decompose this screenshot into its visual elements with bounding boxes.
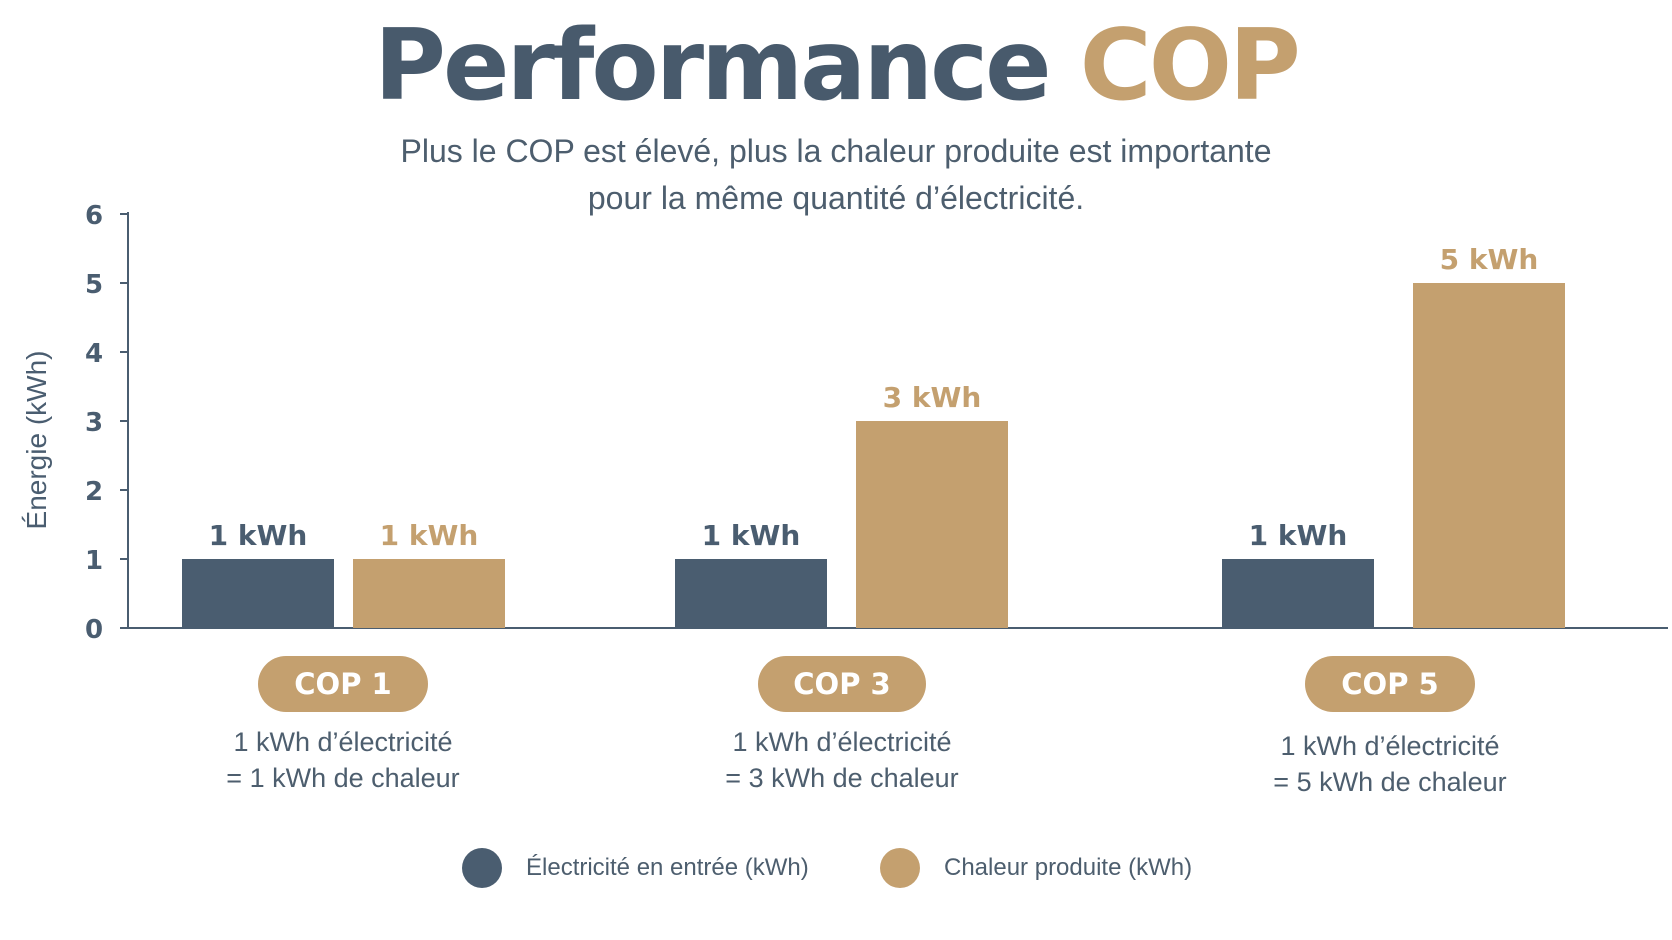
note-line-2: = 1 kWh de chaleur: [226, 763, 460, 793]
bar-heat-1: [353, 559, 505, 628]
note-line-1: 1 kWh d’électricité: [233, 727, 453, 757]
y-tick-label: 5: [85, 270, 103, 300]
subtitle-line-2: pour la même quantité d’électricité.: [587, 180, 1085, 216]
category-pill-cop-5: COP 5: [1305, 656, 1475, 712]
legend-label-heat: Chaleur produite (kWh): [944, 854, 1193, 881]
bar-value-label: 1 kWh: [702, 519, 801, 552]
subtitle-line-1: Plus le COP est élevé, plus la chaleur p…: [400, 133, 1272, 169]
legend-label-electricity: Électricité en entrée (kWh): [526, 854, 809, 881]
y-tick-label: 3: [85, 408, 103, 438]
y-tick-label: 6: [85, 201, 103, 231]
bar-value-label: 1 kWh: [380, 519, 479, 552]
legend-swatch-heat: [880, 848, 920, 888]
bar-heat-3: [1413, 283, 1565, 628]
chart-legend: Électricité en entrée (kWh) Chaleur prod…: [0, 848, 1672, 888]
note-line-2: = 3 kWh de chaleur: [725, 763, 959, 793]
chart-title-main: Performance: [374, 9, 1051, 123]
category-pill-cop-1: COP 1: [258, 656, 428, 712]
category-note-cop-1: 1 kWh d’électricité = 1 kWh de chaleur: [163, 724, 523, 796]
category-note-cop-3: 1 kWh d’électricité = 3 kWh de chaleur: [662, 724, 1022, 796]
y-tick-label: 0: [85, 615, 103, 645]
bar-electricity-2: [675, 559, 827, 628]
y-axis-label: Énergie (kWh): [21, 351, 52, 530]
chart-subtitle: Plus le COP est élevé, plus la chaleur p…: [0, 128, 1672, 222]
bar-value-label: 3 kWh: [883, 381, 982, 414]
y-tick-label: 2: [85, 477, 103, 507]
y-tick-label: 4: [85, 339, 103, 369]
bar-value-label: 1 kWh: [209, 519, 308, 552]
legend-item-electricity: Électricité en entrée (kWh): [462, 848, 809, 888]
legend-swatch-electricity: [462, 848, 502, 888]
chart-title: Performance COP: [0, 6, 1672, 126]
bar-electricity-1: [182, 559, 334, 628]
note-line-1: 1 kWh d’électricité: [732, 727, 952, 757]
bar-value-label: 1 kWh: [1249, 519, 1348, 552]
chart-title-accent: COP: [1079, 9, 1301, 123]
bar-value-label: 5 kWh: [1440, 243, 1539, 276]
bar-electricity-3: [1222, 559, 1374, 628]
y-tick-label: 1: [85, 546, 103, 576]
note-line-1: 1 kWh d’électricité: [1280, 731, 1500, 761]
bar-heat-2: [856, 421, 1008, 628]
category-note-cop-5: 1 kWh d’électricité = 5 kWh de chaleur: [1210, 728, 1570, 800]
legend-item-heat: Chaleur produite (kWh): [880, 848, 1192, 888]
note-line-2: = 5 kWh de chaleur: [1273, 767, 1507, 797]
category-pill-cop-3: COP 3: [758, 656, 926, 712]
